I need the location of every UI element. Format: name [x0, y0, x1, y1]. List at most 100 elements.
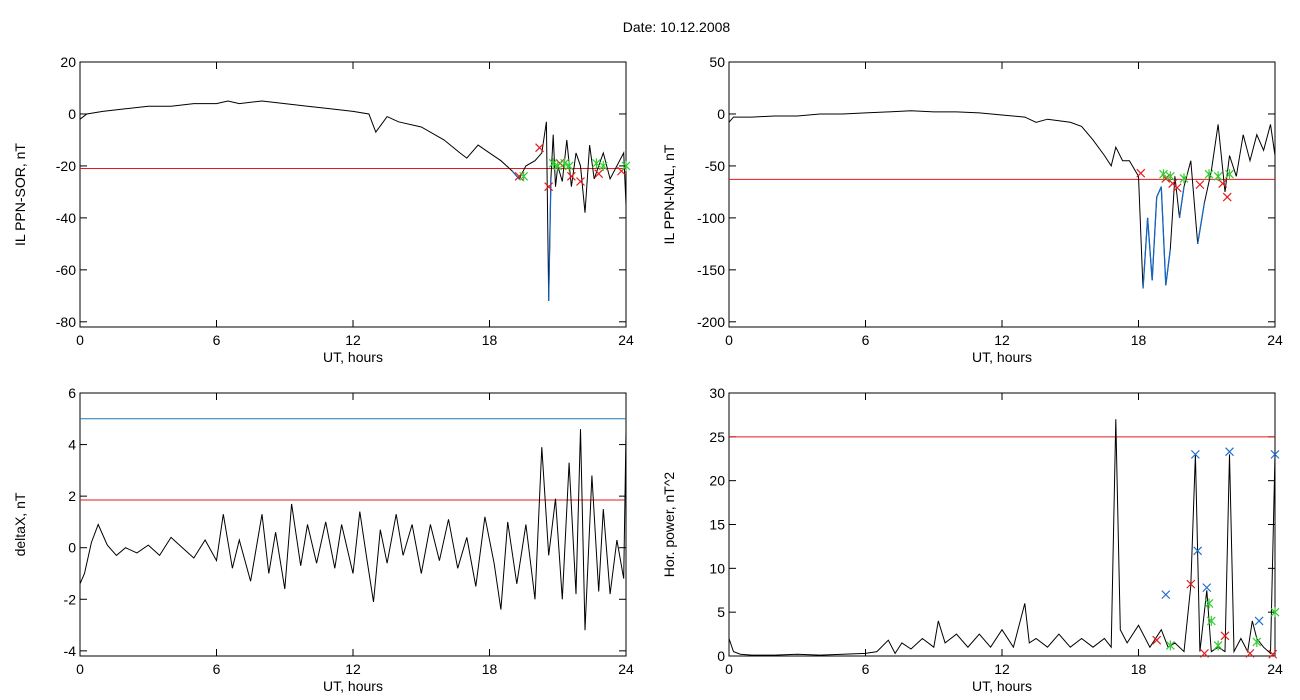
- marker-red: [544, 182, 554, 192]
- y-tick-label: 25: [709, 429, 725, 445]
- marker-green: [1179, 173, 1189, 184]
- y-axis-label: IL PPN-NAL, nT: [661, 144, 677, 244]
- x-tick-label: 18: [482, 661, 498, 677]
- marker-green: [1252, 636, 1262, 647]
- below-threshold-segment: [1178, 186, 1185, 218]
- marker-red: [1218, 179, 1228, 189]
- marker-red-stroke: [594, 169, 604, 179]
- plot-frame: [79, 392, 627, 657]
- marker-red: [1186, 579, 1196, 589]
- marker-blue-stroke: [1161, 590, 1171, 600]
- y-tick-label: 20: [60, 54, 76, 70]
- marker-red: [1172, 183, 1182, 193]
- marker-red-stroke: [1186, 579, 1196, 589]
- x-tick-label: 0: [725, 332, 733, 348]
- x-tick-label: 0: [725, 661, 733, 677]
- x-tick-label: 18: [482, 332, 498, 348]
- y-tick-label: -2: [64, 591, 77, 607]
- y-tick-label: -40: [56, 210, 76, 226]
- y-tick-label: 6: [68, 385, 76, 401]
- y-tick-label: -100: [697, 210, 725, 226]
- below-threshold-segment: [1165, 248, 1171, 286]
- y-tick-label: -80: [56, 314, 76, 330]
- y-tick-label: 0: [68, 540, 76, 556]
- marker-red-stroke: [576, 177, 585, 186]
- y-axis-label: IL PPN-SOR, nT: [12, 143, 28, 246]
- below-threshold-segment: [1160, 186, 1167, 286]
- marker-blue-stroke: [1270, 449, 1280, 459]
- x-tick-label: 6: [862, 332, 870, 348]
- marker-red: [1268, 649, 1278, 659]
- marker-green: [1204, 169, 1214, 180]
- series-line-1: [79, 429, 627, 631]
- series-line-1: [79, 100, 627, 302]
- y-tick-label: 4: [68, 437, 76, 453]
- y-tick-label: 5: [717, 604, 725, 620]
- marker-red-stroke: [1172, 183, 1182, 193]
- marker-green: [564, 160, 574, 171]
- series-line-1: [728, 419, 1276, 656]
- marker-green: [1206, 615, 1216, 626]
- marker-red: [566, 171, 576, 181]
- marker-red: [576, 177, 585, 186]
- marker-blue-stroke: [1254, 616, 1264, 626]
- y-tick-label: -20: [56, 158, 76, 174]
- x-axis-label: UT, hours: [972, 349, 1032, 365]
- y-tick-label: -50: [705, 158, 725, 174]
- marker-green: [598, 160, 608, 171]
- x-axis-label: UT, hours: [323, 349, 383, 365]
- below-threshold-segment: [1197, 202, 1206, 244]
- y-axis-label: Hor. power, nT^2: [661, 472, 677, 578]
- y-tick-label: -60: [56, 262, 76, 278]
- marker-blue: [1270, 449, 1280, 459]
- marker-green: [519, 171, 529, 182]
- y-tick-label: 10: [709, 560, 725, 576]
- x-tick-label: 18: [1131, 332, 1147, 348]
- marker-red-stroke: [1161, 173, 1171, 183]
- x-tick-label: 0: [76, 661, 84, 677]
- y-tick-label: 20: [709, 473, 725, 489]
- x-axis-label: UT, hours: [323, 678, 383, 694]
- x-tick-label: 6: [213, 332, 221, 348]
- marker-red: [1200, 648, 1209, 658]
- marker-red-stroke: [1152, 635, 1162, 645]
- x-tick-label: 12: [345, 332, 361, 348]
- marker-red: [1220, 631, 1230, 641]
- marker-red-stroke: [544, 182, 554, 192]
- chart-panel-4: 0 6 12 18 24 30 25 20 15 10 5 0 UT, hours Hor. power,…: [661, 385, 1283, 694]
- marker-red: [1222, 192, 1232, 202]
- chart-panel-3: 0 6 12 18 24 6 4 2 0 -2 -4 UT, hours deltaX, nT: [12, 385, 634, 694]
- marker-red-stroke: [1220, 631, 1230, 641]
- below-threshold-segment: [548, 178, 552, 302]
- marker-blue-stroke: [1193, 546, 1203, 556]
- series-line-1: [728, 110, 1276, 289]
- marker-red-stroke: [1268, 649, 1278, 659]
- marker-red: [1152, 635, 1162, 645]
- y-tick-label: -150: [697, 262, 725, 278]
- marker-green: [560, 158, 569, 169]
- x-tick-label: 12: [994, 661, 1010, 677]
- marker-blue: [1193, 546, 1203, 556]
- marker-green: [1270, 607, 1280, 618]
- marker-red-stroke: [1222, 192, 1232, 202]
- marker-blue-stroke: [1225, 447, 1234, 457]
- below-threshold-segment: [1142, 217, 1149, 289]
- x-tick-label: 24: [1267, 332, 1283, 348]
- y-tick-label: -4: [64, 643, 77, 659]
- chart-panel-2: 0 6 12 18 24 50 0 -50 -100 -150 -200 UT, hours IL PP…: [661, 54, 1283, 365]
- marker-green: [1213, 640, 1223, 651]
- marker-red: [1245, 648, 1255, 658]
- marker-red-stroke: [1245, 648, 1255, 658]
- y-tick-label: 0: [717, 106, 725, 122]
- marker-green: [1165, 640, 1175, 651]
- x-tick-label: 6: [862, 661, 870, 677]
- marker-red-stroke: [566, 171, 576, 181]
- y-tick-label: 0: [68, 106, 76, 122]
- y-tick-label: 30: [709, 385, 725, 401]
- below-threshold-segment: [1146, 217, 1153, 281]
- marker-blue-stroke: [1190, 449, 1200, 459]
- y-tick-label: 50: [709, 54, 725, 70]
- marker-green: [1165, 171, 1175, 182]
- marker-red: [1136, 168, 1146, 178]
